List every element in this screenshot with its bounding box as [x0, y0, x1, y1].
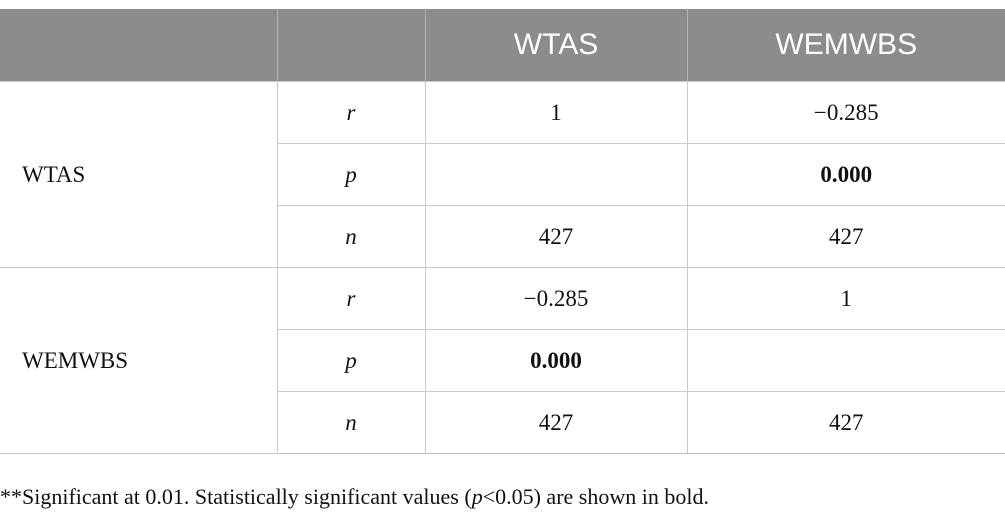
cell-wtas: 427 — [424, 391, 688, 454]
row-group-label: WEMWBS — [0, 267, 278, 454]
header-blank-1 — [0, 9, 277, 82]
cell-wtas — [424, 143, 688, 206]
table-row: n 427 427 — [0, 205, 1005, 268]
table-row: WEMWBS r −0.285 1 — [0, 267, 1005, 454]
cell-wemwbs — [686, 329, 1005, 392]
footnote-prefix: **Significant at 0.01. Statistically sig… — [0, 484, 472, 509]
header-wemwbs: WEMWBS — [686, 9, 1005, 82]
cell-wemwbs: 427 — [686, 205, 1005, 268]
stat-label: r — [276, 267, 426, 330]
header-row: WTAS WEMWBS — [0, 9, 1005, 82]
footnote-suffix: <0.05) are shown in bold. — [482, 484, 709, 509]
cell-wtas: 427 — [424, 205, 688, 268]
table-footnote: **Significant at 0.01. Statistically sig… — [0, 484, 709, 510]
cell-wtas: 0.000 — [424, 329, 688, 392]
table-row: p 0.000 — [0, 143, 1005, 206]
cell-wtas: 1 — [424, 81, 688, 144]
cell-wtas: −0.285 — [424, 267, 688, 330]
table-row: WTAS r 1 −0.285 — [0, 81, 1005, 268]
row-group-label: WTAS — [0, 81, 278, 268]
stat-label: p — [276, 143, 426, 206]
correlation-table: WTAS WEMWBS WTAS r 1 −0.285 p 0.000 n 42… — [0, 9, 1005, 454]
table-row: n 427 427 — [0, 391, 1005, 454]
cell-wemwbs: 0.000 — [686, 143, 1005, 206]
stat-label: n — [276, 391, 426, 454]
cell-wemwbs: 1 — [686, 267, 1005, 330]
cell-wemwbs: −0.285 — [686, 81, 1005, 144]
header-wtas: WTAS — [424, 9, 687, 82]
stat-label: n — [276, 205, 426, 268]
table-row: p 0.000 — [0, 329, 1005, 392]
header-blank-2 — [276, 9, 425, 82]
stat-label: r — [276, 81, 426, 144]
stat-label: p — [276, 329, 426, 392]
footnote-p: p — [471, 484, 483, 509]
cell-wemwbs: 427 — [686, 391, 1005, 454]
